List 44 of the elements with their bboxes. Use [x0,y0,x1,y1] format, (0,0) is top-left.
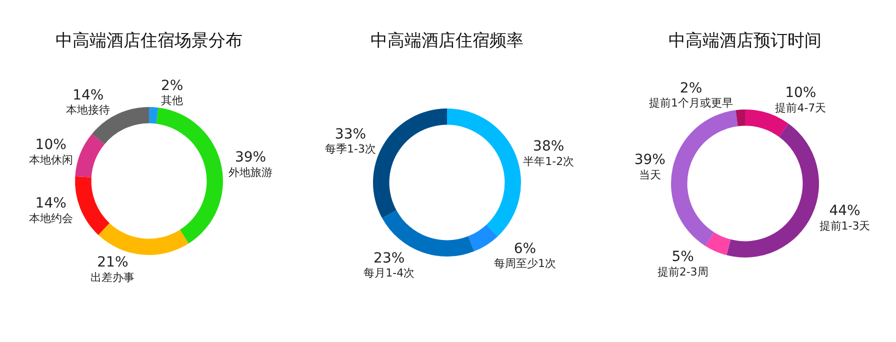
donut-slice [98,223,189,255]
donut-slice [149,107,158,124]
chart-title: 中高端酒店住宿频率 [370,31,524,52]
slice-label: 提前2-3周 [657,265,708,278]
donut-slice [156,108,223,244]
data-label: 38% [533,138,564,155]
slice-label: 本地约会 [28,212,73,225]
slice-label: 每周至少1次 [494,257,556,270]
data-label: 2% [680,80,702,96]
slice-label: 出差办事 [90,270,135,284]
data-label: 33% [334,126,366,142]
donut-slice [726,124,819,258]
slice-label: 当天 [638,168,661,182]
slice-label: 外地旅游 [228,166,273,179]
data-label: 5% [672,249,694,266]
donut-slice [671,110,738,246]
data-label: 39% [634,152,666,168]
donut-slice [75,134,105,178]
data-label: 10% [35,137,66,154]
slice-label: 本地休闲 [28,153,73,166]
chart-title: 中高端酒店住宿场景分布 [56,31,242,52]
slice-label: 其他 [161,94,184,108]
donut-slice [468,224,498,252]
slice-label: 本地接待 [66,104,110,117]
slice-label: 半年1-2次 [523,154,574,168]
slice-label: 每月1-4次 [364,266,415,280]
data-label: 23% [374,250,405,266]
slice-label: 提前1个月或更早 [649,96,734,110]
data-label: 39% [234,150,266,166]
slice-label: 提前4-7天 [775,102,826,115]
data-label: 14% [35,196,66,212]
donut-slice [447,108,521,236]
data-label: 2% [160,78,184,94]
data-label: 44% [829,203,860,220]
slice-label: 每季1-3次 [325,142,376,156]
chart-title: 中高端酒店预订时间 [668,31,822,52]
data-label: 6% [514,240,536,257]
data-label: 10% [785,85,816,102]
data-label: 21% [97,254,128,271]
donut-slice [705,232,731,256]
slice-label: 提前1-3天 [819,219,870,232]
data-label: 14% [72,87,104,104]
donut-slice [75,176,110,235]
donut-slice [736,110,745,126]
